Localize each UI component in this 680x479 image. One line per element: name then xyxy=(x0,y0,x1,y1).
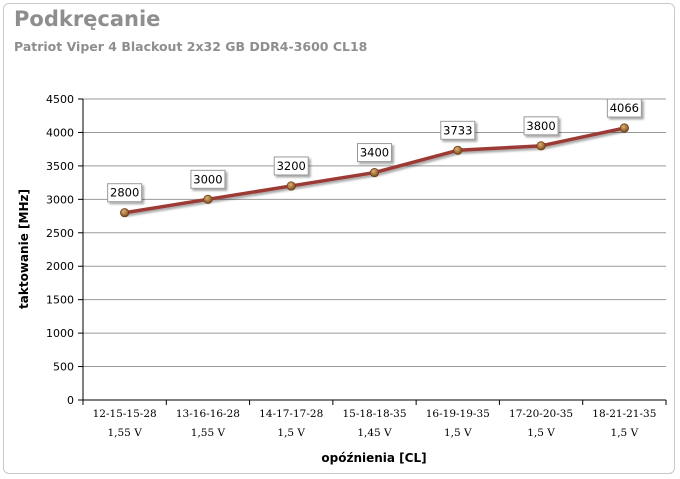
y-tick-label: 500 xyxy=(53,361,74,374)
y-tick-label: 4000 xyxy=(46,126,74,139)
x-tick-label-timing: 18-21-21-35 xyxy=(592,408,656,420)
x-tick-label-timing: 15-18-18-35 xyxy=(342,408,406,420)
y-tick-label: 2500 xyxy=(46,227,74,240)
data-label-box xyxy=(190,169,226,189)
x-tick-label-voltage: 1,55 V xyxy=(107,427,142,439)
x-tick-label-voltage: 1,5 V xyxy=(277,427,305,439)
data-point xyxy=(369,167,380,178)
x-tick-label-voltage: 1,55 V xyxy=(191,427,226,439)
x-tick-label-voltage: 1,5 V xyxy=(527,427,555,439)
y-tick-label: 1000 xyxy=(46,327,74,340)
y-axis-label: taktowanie [MHz] xyxy=(17,189,31,309)
chart-subtitle: Patriot Viper 4 Blackout 2x32 GB DDR4-36… xyxy=(14,39,368,54)
x-tick-label-timing: 17-20-20-35 xyxy=(509,408,573,420)
x-tick-label-voltage: 1,5 V xyxy=(611,427,639,439)
data-label: 2800 xyxy=(110,186,139,200)
x-tick-label-timing: 14-17-17-28 xyxy=(259,408,323,420)
data-label-box xyxy=(606,98,642,118)
data-label: 3400 xyxy=(360,146,389,160)
x-tick-label-timing: 12-15-15-28 xyxy=(93,408,157,420)
data-point xyxy=(120,208,130,218)
y-tick-label: 0 xyxy=(67,394,74,407)
chart-frame xyxy=(3,3,675,474)
x-tick-label-voltage: 1,45 V xyxy=(357,427,392,439)
data-label: 3800 xyxy=(526,119,555,133)
y-tick-label: 2000 xyxy=(46,260,74,273)
y-tick-label: 1500 xyxy=(46,294,74,307)
data-label: 3733 xyxy=(443,123,472,137)
data-label: 3000 xyxy=(193,172,222,186)
x-axis-label: opóźnienia [CL] xyxy=(321,451,426,465)
data-point xyxy=(619,123,629,133)
y-tick-label: 3500 xyxy=(46,160,74,173)
chart-title: Podkręcanie xyxy=(14,7,161,31)
data-point xyxy=(453,145,463,155)
data-point xyxy=(536,141,546,151)
data-label-box xyxy=(357,143,392,163)
y-tick-label: 3000 xyxy=(46,193,74,206)
x-tick-label-voltage: 1,5 V xyxy=(444,427,472,439)
data-point xyxy=(203,194,213,204)
data-label-box xyxy=(523,116,559,136)
data-label-box xyxy=(440,120,476,140)
x-tick-label-timing: 13-16-16-28 xyxy=(176,408,240,420)
data-label-box xyxy=(107,183,143,203)
data-label: 4066 xyxy=(610,101,639,115)
data-label-box xyxy=(273,156,309,176)
data-point xyxy=(286,181,296,191)
data-label: 3200 xyxy=(277,159,306,173)
x-tick-label-timing: 16-19-19-35 xyxy=(426,408,490,420)
y-tick-label: 4500 xyxy=(46,93,74,106)
